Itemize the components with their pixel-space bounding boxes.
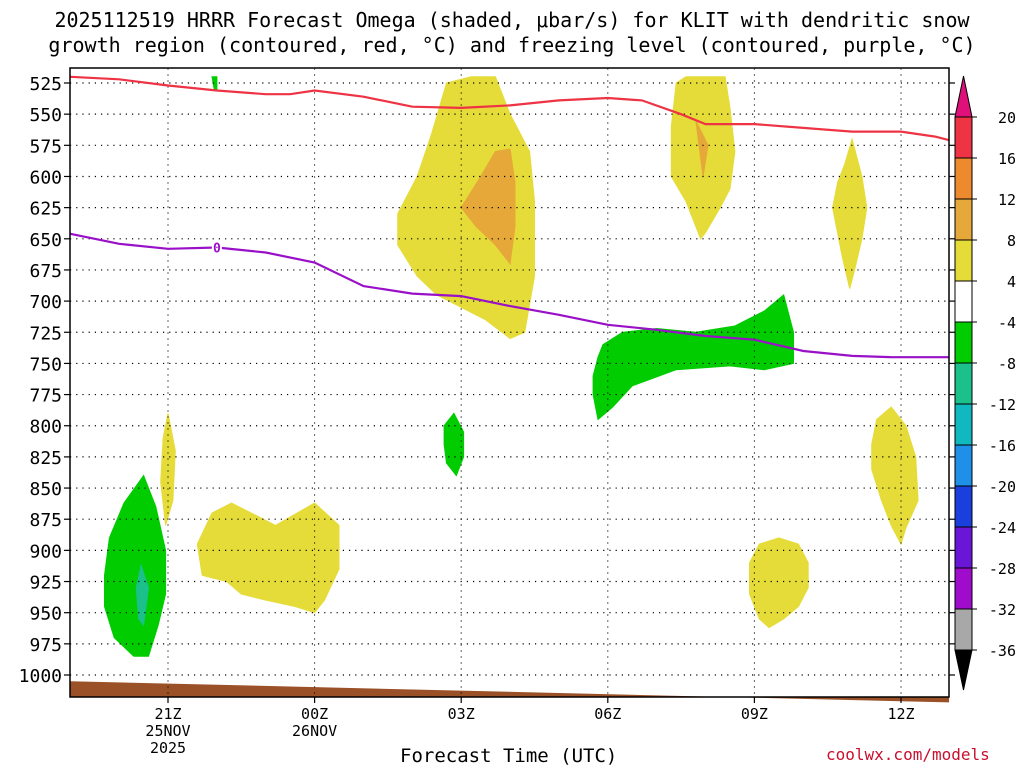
y-tick-label-550: 550 (29, 105, 62, 126)
x-tick-year-21Z: 2025 (150, 739, 186, 757)
omega-region-1 (160, 413, 176, 526)
colorbar-label-9: -20 (989, 478, 1016, 496)
colorbar-label-11: -28 (989, 560, 1016, 578)
colorbar-bin-1 (954, 157, 973, 200)
site-credit: coolwx.com/models (826, 745, 990, 764)
x-tick-label-09Z: 09Z (741, 705, 768, 723)
colorbar-bin-5 (954, 321, 973, 364)
y-tick-label-525: 525 (29, 74, 62, 95)
omega-region-11 (592, 294, 794, 421)
y-tick-label-625: 625 (29, 199, 62, 220)
colorbar-bin-9 (954, 485, 973, 528)
omega-region-13 (104, 474, 167, 657)
x-axis-label: Forecast Time (UTC) (400, 745, 618, 767)
colorbar-bin-11 (954, 567, 973, 610)
colorbar-bin-10 (954, 526, 973, 569)
omega-shaded-regions (104, 76, 1003, 657)
contour-lines: 0 (70, 75, 949, 359)
colorbar-label-0: 20 (998, 109, 1016, 127)
terrain-ground (70, 681, 949, 703)
omega-region-12 (443, 412, 465, 477)
axes: 525 550 575 600 625 650 675 700 725 750 775 800 825 8… (19, 67, 955, 757)
colorbar-bin-0 (954, 116, 973, 159)
colorbar-bin-2 (954, 198, 973, 241)
y-tick-label-900: 900 (29, 541, 62, 562)
omega-region-6 (832, 137, 868, 289)
y-tick-label-675: 675 (29, 261, 62, 282)
y-tick-label-825: 825 (29, 448, 62, 469)
x-tick-label-21Z: 21Z (154, 705, 181, 723)
freezing-level-label-bg (211, 239, 222, 255)
colorbar-bin-8 (954, 444, 973, 487)
y-tick-label-875: 875 (29, 510, 62, 531)
colorbar-label-4: 4 (1007, 273, 1016, 291)
y-tick-label-575: 575 (29, 136, 62, 157)
colorbar: 20 16 12 8 4 -4 -8 -12 -16 -20 -24 -28 -32 -36 (954, 75, 1016, 691)
colorbar-label-2: 12 (998, 191, 1016, 209)
colorbar-top-arrow (954, 75, 973, 118)
chart-title-line-2: growth region (contoured, red, °C) and f… (48, 33, 976, 57)
colorbar-bin-3 (954, 239, 973, 282)
y-tick-label-800: 800 (29, 417, 62, 438)
colorbar-label-1: 16 (998, 150, 1016, 168)
omega-region-7 (871, 406, 919, 546)
omega-region-0 (196, 502, 340, 614)
omega-region-14 (135, 563, 150, 627)
y-tick-label-975: 975 (29, 635, 62, 656)
omega-region-18 (211, 76, 218, 92)
omega-region-3 (460, 148, 516, 265)
grid-lines (70, 68, 949, 697)
freezing-level-line (70, 232, 949, 359)
colorbar-bin-12 (954, 608, 973, 651)
x-tick-date-00Z: 26NOV (292, 722, 337, 740)
x-tick-label-12Z: 12Z (887, 705, 914, 723)
colorbar-bin-6 (954, 362, 973, 405)
x-tick-label-00Z: 00Z (301, 705, 328, 723)
colorbar-label-12: -32 (989, 601, 1016, 619)
terrain-layer (70, 681, 949, 703)
freezing-level-label: 0 (213, 242, 221, 257)
y-tick-label-950: 950 (29, 604, 62, 625)
plot-frame (69, 67, 950, 698)
chart-title-line-1: 2025112519 HRRR Forecast Omega (shaded, … (54, 8, 970, 32)
colorbar-label-5: -4 (998, 314, 1016, 332)
y-tick-label-700: 700 (29, 292, 62, 313)
x-tick-label-06Z: 06Z (594, 705, 621, 723)
colorbar-label-8: -16 (989, 437, 1016, 455)
colorbar-label-3: 8 (1007, 232, 1016, 250)
omega-region-17 (979, 77, 1003, 99)
x-tick-date-21Z: 25NOV (145, 722, 190, 740)
y-tick-label-1000: 1000 (19, 666, 62, 687)
y-tick-label-750: 750 (29, 354, 62, 375)
y-tick-label-600: 600 (29, 167, 62, 188)
y-tick-label-775: 775 (29, 386, 62, 407)
y-tick-label-850: 850 (29, 479, 62, 500)
colorbar-label-6: -8 (998, 355, 1016, 373)
colorbar-bin-7 (954, 403, 973, 446)
colorbar-label-13: -36 (989, 642, 1016, 660)
omega-region-8 (749, 537, 809, 629)
colorbar-bin-4 (954, 280, 973, 323)
colorbar-label-7: -12 (989, 396, 1016, 414)
y-tick-label-925: 925 (29, 573, 62, 594)
dgz-contour-line (70, 75, 949, 142)
colorbar-bottom-arrow (954, 649, 973, 691)
colorbar-label-10: -24 (989, 519, 1016, 537)
y-tick-label-650: 650 (29, 230, 62, 251)
x-tick-label-03Z: 03Z (448, 705, 475, 723)
y-tick-label-725: 725 (29, 323, 62, 344)
